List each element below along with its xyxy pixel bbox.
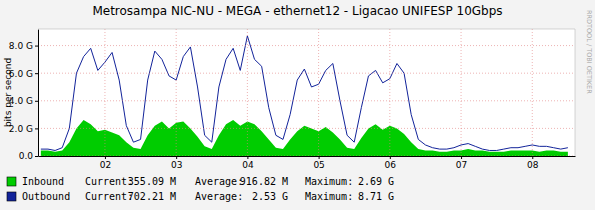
x-tick: 07 [456,156,467,170]
grid-line-x [104,29,105,156]
x-tick-mark [532,156,533,159]
y-tick-label: 6.0 G [9,69,33,79]
x-tick-label: 03 [171,160,182,170]
legend-stat-value: 702.21 M [128,191,176,202]
y-tick: 2.0 G [9,124,38,134]
x-tick: 08 [527,156,539,170]
y-tick: 0.0 [19,151,38,161]
y-tick: 6.0 G [9,69,38,79]
grid-line-y [38,73,575,74]
grid-line-x [247,29,248,156]
x-tick-mark [461,156,462,159]
x-tick-label: 06 [385,160,397,170]
grid-line-x [461,29,462,156]
y-tick-label: 2.0 G [9,124,33,134]
legend-stat-label: Average: [195,176,243,187]
grid-line-y [38,100,575,101]
legend: InboundCurrent:355.09 MAverage:916.82 MM… [7,176,394,202]
background [0,0,595,210]
y-tick-mark [35,46,38,47]
legend-label: Outbound [22,191,70,202]
grid [38,29,575,156]
x-tick-mark [247,156,248,159]
y-tick-mark [35,73,38,74]
plot-area [38,29,575,156]
x-tick-label: 02 [100,160,111,170]
x-tick: 06 [385,156,397,170]
x-tick: 04 [242,156,254,170]
x-axis: 02 03 04 05 06 07 08 [39,156,576,170]
grid-line-y [38,156,575,157]
legend-stat-label: Current: [85,191,133,202]
marks [41,36,568,156]
y-axis-line [38,30,39,157]
chart: Metrosampa NIC-NU - MEGA - ethernet12 - … [0,0,595,210]
legend-stat-value: 355.09 M [128,176,176,187]
grid-line-x [532,29,533,156]
legend-stat-value: 2.53 G [252,191,288,202]
y-tick-label: 0.0 [19,151,34,161]
frame-top [38,29,575,30]
y-tick: 4.0 G [9,96,38,106]
x-tick: 05 [313,156,324,170]
y-tick-mark [35,101,38,102]
x-tick: 02 [100,156,111,170]
x-tick-label: 04 [242,160,254,170]
legend-stat-value: 2.69 G [358,176,394,187]
y-tick-mark [35,128,38,129]
grid-line-y [38,45,575,46]
frame-right [575,29,576,156]
grid-line-y [38,128,575,129]
legend-stat-value: 8.71 G [358,191,394,202]
grid-line-x [176,29,177,156]
legend-stat-label: Maximum: [305,176,353,187]
x-tick-label: 07 [456,160,467,170]
line-outbound [41,36,568,151]
legend-swatch [7,192,16,201]
grid-line-x [318,29,319,156]
y-axis: 0.0 2.0 G 4.0 G 6.0 G 8.0 G [9,30,39,162]
x-tick-mark [390,156,391,159]
x-tick-mark [105,156,106,159]
legend-stat-label: Maximum: [305,191,353,202]
x-tick-label: 05 [313,160,324,170]
title: Metrosampa NIC-NU - MEGA - ethernet12 - … [92,4,502,18]
y-tick: 8.0 G [9,41,38,51]
x-axis-line [39,156,576,157]
y-tick-label: 8.0 G [9,41,33,51]
legend-stat-value: 916.82 M [240,176,288,187]
legend-row: Inbound Current:355.09 M Average:916.82 M M… [7,176,394,187]
watermark: RRDTOOL / TOBI OETIKER [585,10,593,94]
legend-swatch [7,177,16,186]
x-tick: 03 [171,156,182,170]
x-tick-mark [319,156,320,159]
x-tick-label: 08 [527,160,539,170]
legend-row: Outbound Current:702.21 M Average: 2.53 G Ma… [7,191,394,202]
x-tick-mark [176,156,177,159]
legend-stat-label: Current: [85,176,133,187]
legend-label: Inbound [22,176,64,187]
legend-stat-label: Average: [195,191,243,202]
grid-line-x [389,29,390,156]
y-tick-label: 4.0 G [9,96,33,106]
y-tick-mark [35,156,38,157]
